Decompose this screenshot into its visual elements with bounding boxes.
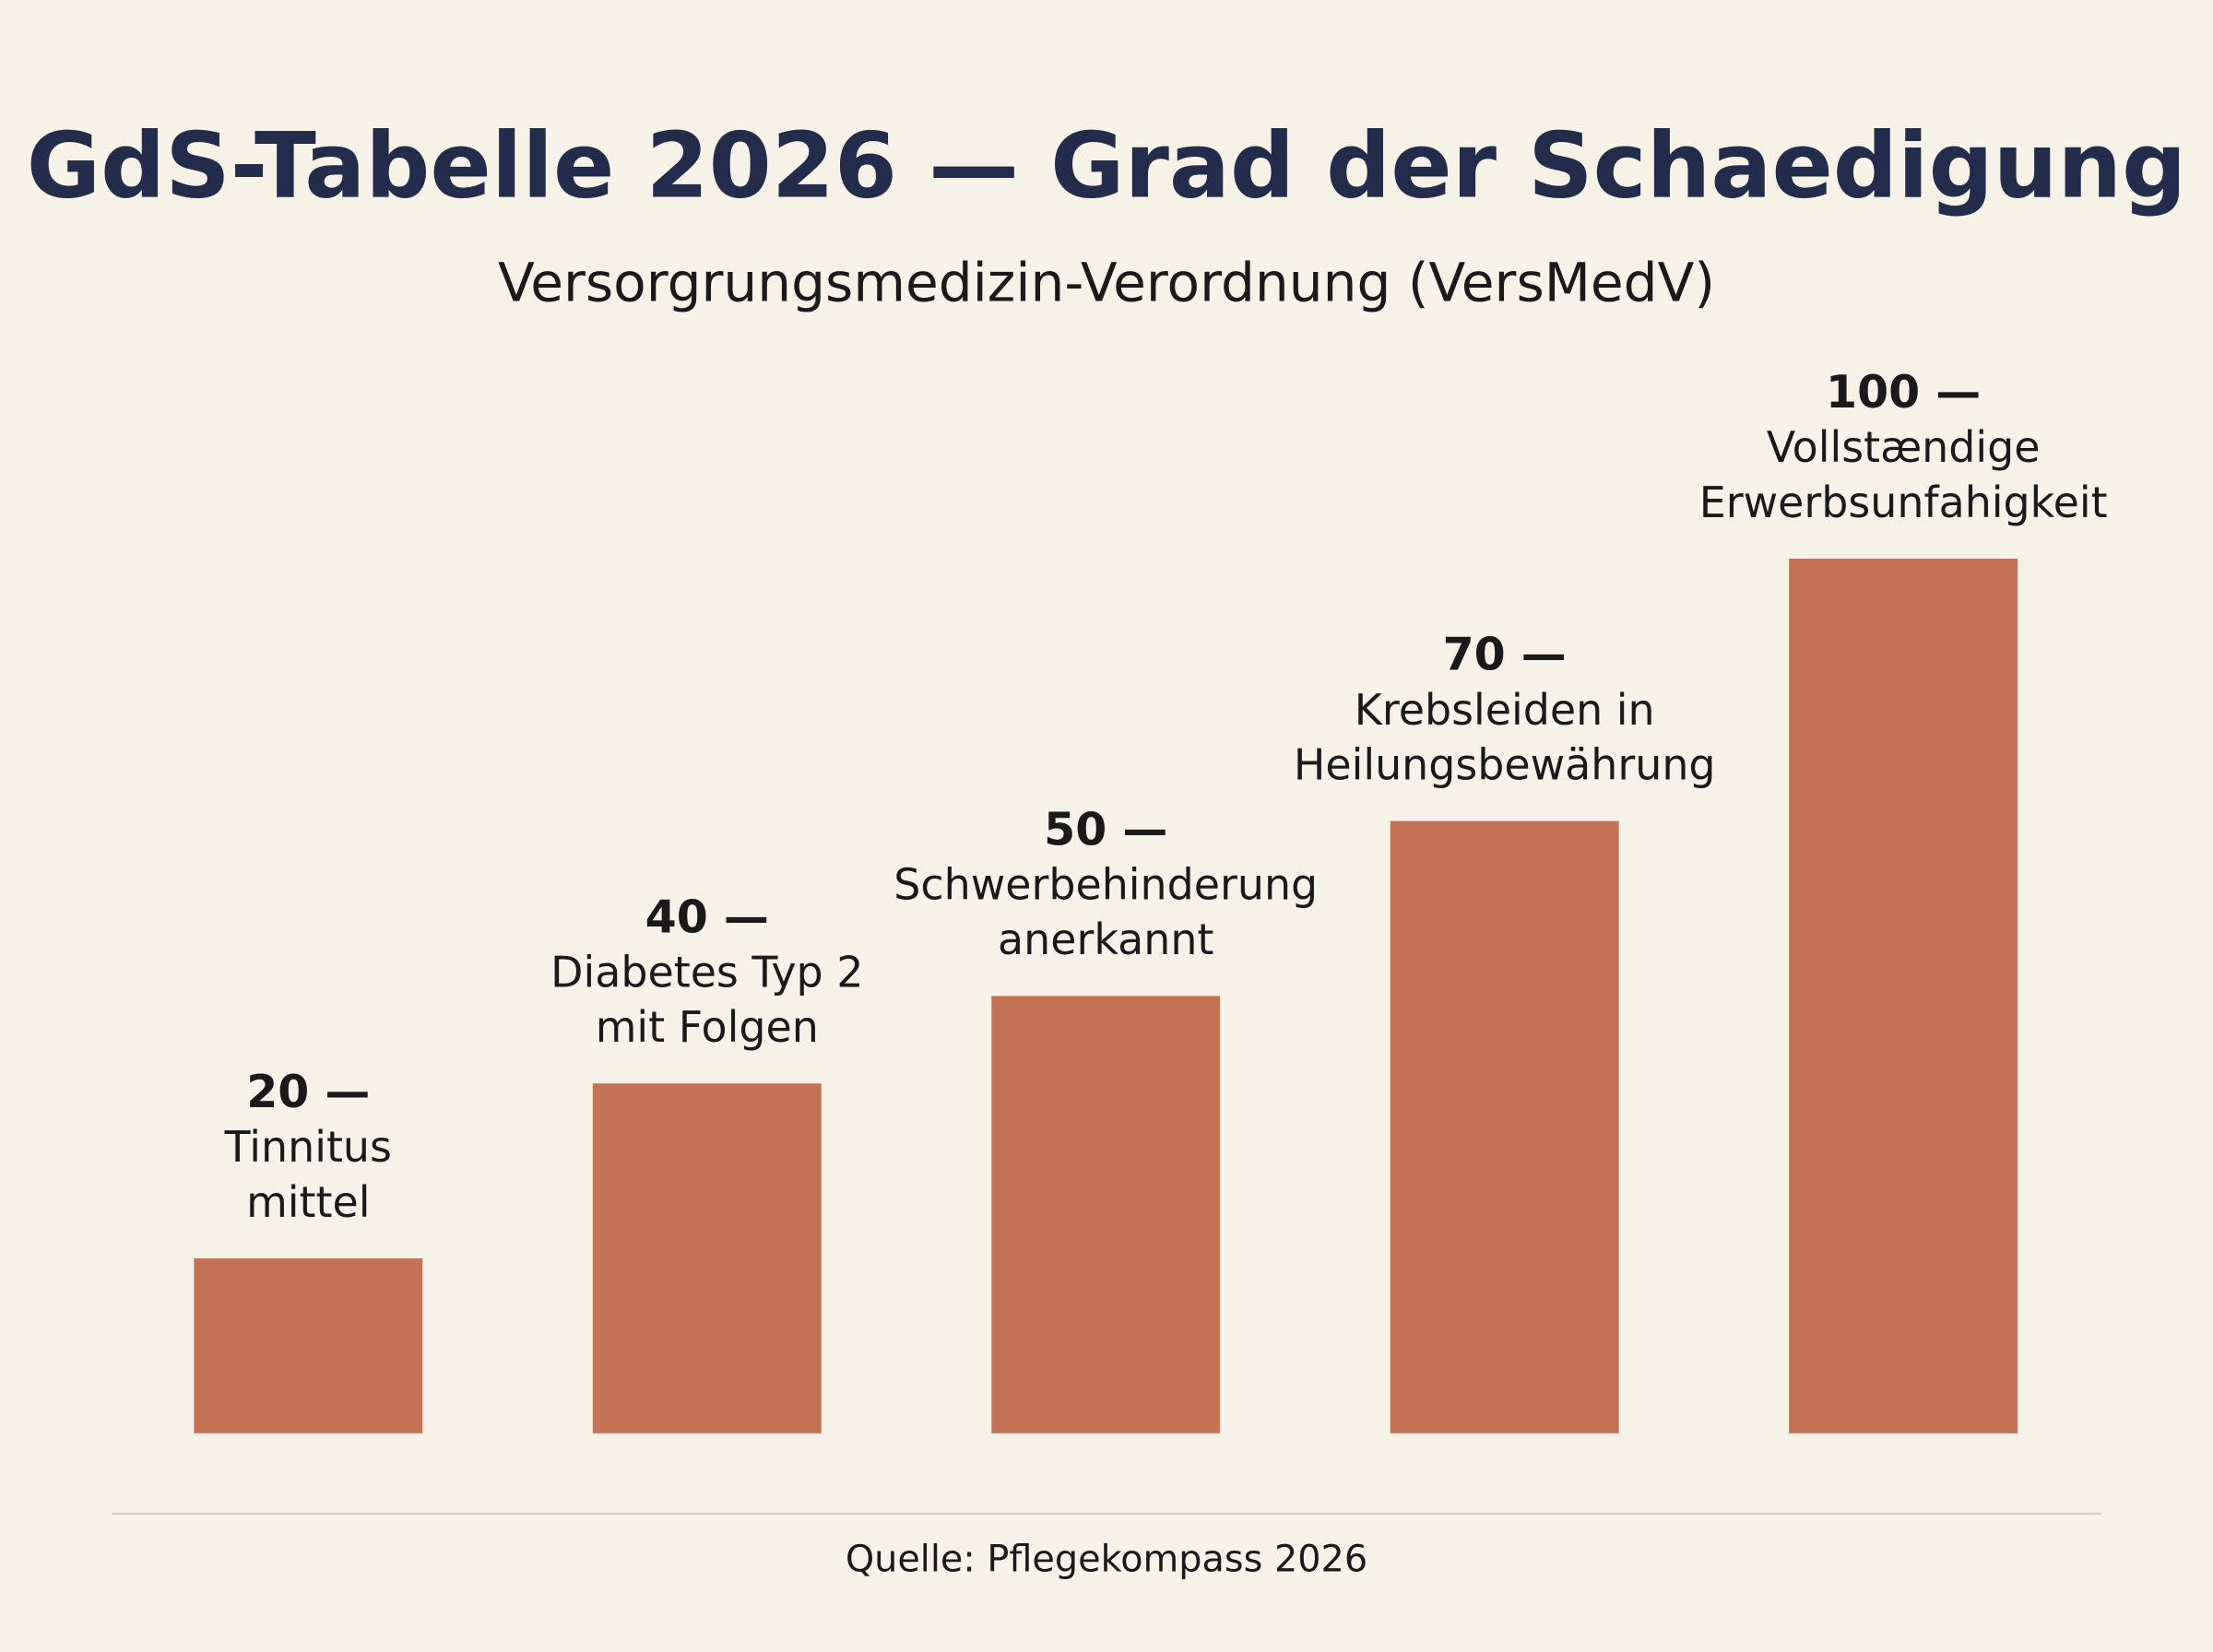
chart-subtitle: Versorgrungsmedizin-Verordnung (VersMedV… [498, 252, 1715, 314]
value-label: 20 — [246, 1066, 370, 1118]
value-label: 70 — [1443, 629, 1567, 681]
category-label: Diabetes Typ 2 mit Folgen [550, 947, 863, 1052]
bar [194, 1258, 423, 1434]
bar [1789, 559, 2018, 1434]
category-label: Schwerbehinderung anerkannt [893, 859, 1318, 964]
chart-title: GdS-Tabelle 2026 — Grad der Schaedigung [27, 114, 2187, 219]
category-label: Vollstændige Erwerbsunfahigkeit [1699, 422, 2108, 527]
value-label: 50 — [1044, 803, 1167, 856]
bar [592, 1083, 822, 1434]
source: Quelle: Pflegekompass 2026 [846, 1539, 1367, 1581]
category-label: Krebsleiden in Heilungsbewährung [1294, 684, 1716, 789]
bar [1390, 820, 1619, 1434]
value-label: 40 — [645, 891, 769, 943]
category-label: Tinnitus mittel [224, 1122, 392, 1227]
value-label: 100 — [1826, 366, 1981, 419]
bar [991, 996, 1221, 1434]
